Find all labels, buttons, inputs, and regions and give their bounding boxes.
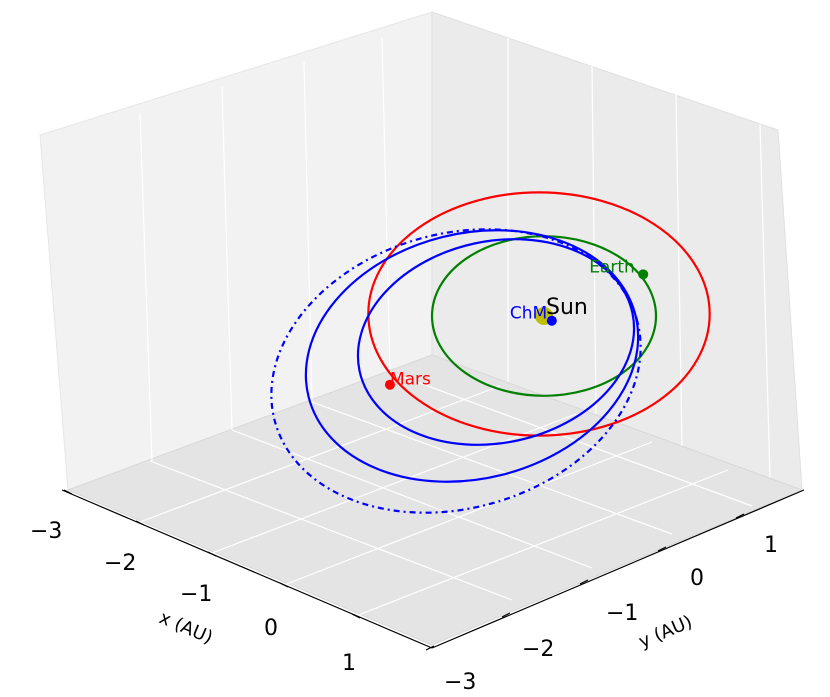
chm-label: ChM	[510, 304, 547, 324]
x-tick-labels: −3 −2 −1 0 1	[30, 519, 356, 676]
y-axis	[425, 489, 805, 651]
mars-marker	[384, 379, 395, 390]
y-tick-label: −3	[444, 670, 476, 695]
orbit-chm-transfer	[270, 228, 642, 514]
y-axis-label: y (AU)	[636, 611, 696, 652]
y-tick-labels: −3 −2 −1 0 1	[444, 533, 778, 695]
floor-gridlines	[139, 371, 753, 617]
x-tick-label: −3	[30, 519, 62, 544]
orbit-chm-inner	[356, 238, 636, 446]
y-tick-label: −1	[606, 601, 638, 626]
floor-pane	[66, 354, 804, 646]
orbit-chm-outer	[304, 229, 640, 483]
x-tick-label: 0	[264, 616, 278, 641]
x-axis-label: x (AU)	[156, 607, 216, 648]
y-tick-label: 1	[764, 533, 778, 558]
y-tick-label: −2	[522, 637, 554, 662]
x-tick-label: −1	[180, 582, 212, 607]
mars-label: Mars	[390, 370, 431, 390]
sun-label: Sun	[546, 295, 588, 320]
earth-label: Earth	[589, 257, 635, 277]
x-tick-label: −2	[104, 551, 136, 576]
x-tick-label: 1	[342, 651, 356, 676]
orbit-paths	[270, 191, 711, 514]
earth-marker	[638, 269, 649, 280]
y-tick-label: 0	[690, 566, 704, 591]
x-axis	[61, 489, 433, 649]
chm-marker	[546, 315, 557, 326]
